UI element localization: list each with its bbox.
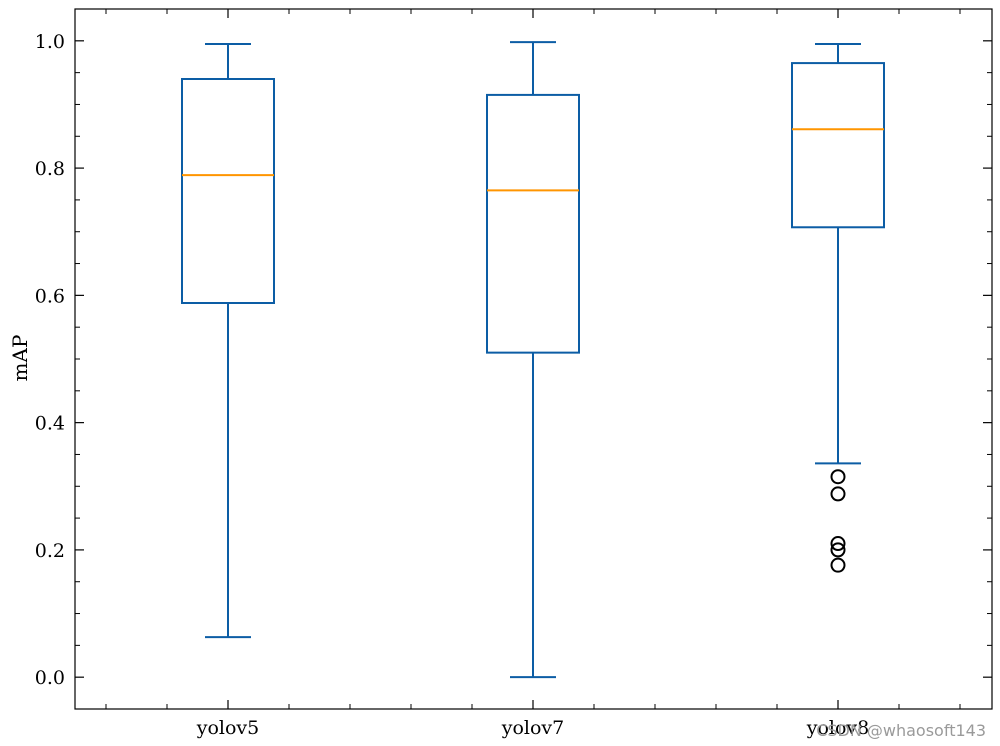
x-tick-label: yolov8 [806,717,870,739]
outlier-point [830,469,846,485]
y-tick-label: 0.8 [35,158,65,180]
outlier-point [830,536,846,552]
outlier-point [830,542,846,558]
box-iqr [181,78,275,304]
y-tick-label: 0.2 [35,540,65,562]
box-iqr [486,93,580,354]
box-iqr [791,62,885,229]
outlier-point [830,486,846,502]
y-tick-label: 0.6 [35,285,65,307]
x-tick-label: yolov7 [501,717,565,739]
y-tick-label: 0.0 [35,667,65,689]
tick-labels: 0.0 0.2 0.4 0.6 0.8 1.0 yolov5 yolov7 yolov8 [35,31,869,739]
axis-ticks [75,9,992,709]
watermark: CSDN @whaosoft143 [816,721,986,740]
y-tick-label: 1.0 [35,31,65,53]
x-tick-label: yolov5 [196,717,260,739]
boxes-group [181,41,885,679]
y-tick-label: 0.4 [35,413,65,435]
y-axis-label: mAP [8,335,32,382]
outlier-point [830,557,846,573]
